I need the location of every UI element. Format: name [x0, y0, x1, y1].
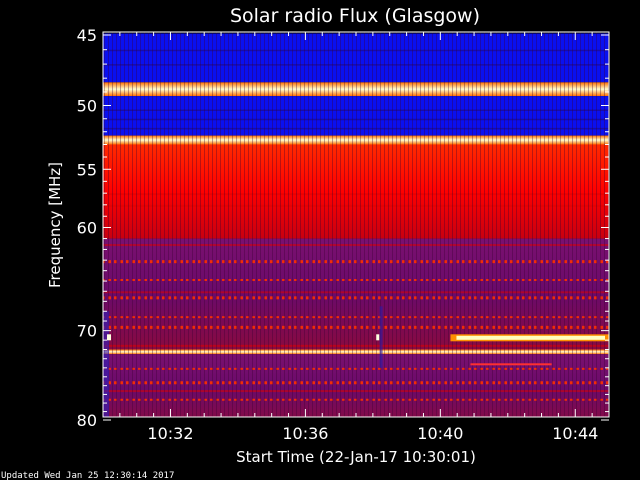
- y-tick-label: 80: [77, 411, 97, 430]
- updated-timestamp: Updated Wed Jan 25 12:30:14 2017: [1, 471, 174, 480]
- burst-point: [107, 334, 111, 341]
- y-tick-label: 55: [77, 160, 97, 179]
- x-tick-label: 10:40: [417, 424, 463, 443]
- burst-trail: [470, 363, 552, 366]
- spectrum-texture-overlay: [103, 32, 609, 417]
- x-tick-label: 10:44: [552, 424, 598, 443]
- spectrum-artifact: [379, 306, 383, 368]
- x-tick-label: 10:32: [147, 424, 193, 443]
- x-tick-label: 10:36: [282, 424, 328, 443]
- x-axis: 10:32 10:36 10:40 10:44: [119, 32, 598, 443]
- y-axis: 45 50 55 60 70 80: [77, 26, 609, 430]
- y-tick-label: 70: [77, 322, 97, 341]
- spectrum-texture: [103, 32, 609, 417]
- y-tick-label: 50: [77, 97, 97, 116]
- burst-point: [376, 334, 380, 341]
- y-tick-label: 60: [77, 219, 97, 238]
- plot-area: [103, 32, 609, 417]
- x-axis-label: Start Time (22-Jan-17 10:30:01): [236, 448, 476, 466]
- y-axis-label: Frequency [MHz]: [46, 162, 64, 288]
- chart-title: Solar radio Flux (Glasgow): [230, 5, 480, 27]
- radio-burst: [107, 334, 609, 366]
- burst-core: [456, 335, 605, 340]
- y-tick-label: 45: [77, 26, 97, 45]
- spectrum-artifact: [103, 311, 109, 417]
